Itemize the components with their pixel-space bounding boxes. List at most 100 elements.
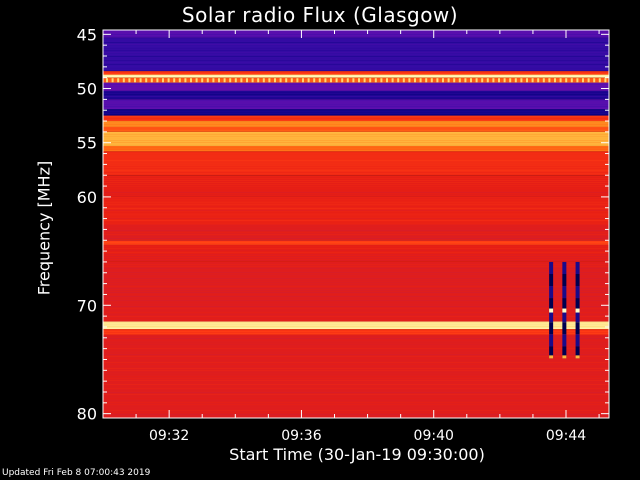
burst-segment [575,298,580,311]
texture-line [103,146,609,147]
interference-dot [184,78,187,83]
burst-hotspot [549,308,554,313]
interference-dot [156,78,159,83]
texture-line [103,174,609,175]
interference-dot [402,78,405,83]
interference-dot [330,78,332,83]
interference-dot [386,78,388,83]
texture-line [103,280,609,281]
burst-segment [575,322,580,335]
texture-line [103,184,609,185]
interference-dot [117,78,120,83]
interference-dot [442,78,444,83]
interference-dot [324,78,327,83]
interference-dot [279,78,282,83]
interference-dot [363,78,366,83]
interference-dot [369,78,372,83]
frequency-band [103,321,609,330]
plot-frame [102,29,610,419]
interference-dot [206,78,209,83]
frequency-band [103,126,609,132]
texture-line [103,322,609,323]
interference-dot [285,78,288,83]
burst-segment [562,310,567,323]
burst-segment [549,273,554,287]
interference-dot [341,78,344,83]
texture-line [103,286,609,287]
texture-line [103,404,609,405]
texture-line [103,396,609,397]
interference-dot [503,78,506,83]
texture-line [103,50,609,51]
burst-hotspot [575,308,580,313]
interference-dot [492,78,495,83]
interference-dot [520,78,523,83]
texture-line [103,384,609,385]
texture-line [103,44,609,45]
interference-dot [464,78,467,83]
x-tick-label: 09:32 [149,428,189,444]
interference-dot [604,78,607,83]
interference-dot [570,78,573,83]
interference-dot [380,78,383,83]
texture-line [103,344,609,345]
texture-line [103,276,609,277]
x-axis-label: Start Time (30-Jan-19 09:30:00) [229,445,485,464]
y-axis-label: Frequency [MHz] [34,160,54,296]
interference-dot [509,78,512,83]
texture-line [103,42,609,43]
burst-segment [562,322,567,335]
texture-line [103,78,609,79]
texture-line [103,360,609,361]
texture-line [103,372,609,373]
interference-dot [598,78,601,83]
y-tick-label: 45 [77,25,97,44]
interference-dot [554,78,556,83]
interference-dot [296,78,299,83]
texture-line [103,236,609,237]
y-tick-label: 80 [77,405,97,424]
interference-dot [408,78,411,83]
texture-line [103,252,609,253]
texture-line [103,74,609,75]
interference-dot [134,78,136,83]
texture-line [103,200,609,201]
burst-segment [562,298,567,311]
texture-line [103,122,609,123]
texture-line [103,112,609,113]
texture-line [103,218,609,219]
texture-line [103,368,609,369]
frequency-band [103,30,609,38]
texture-line [103,94,609,95]
texture-line [103,302,609,303]
burst-segment [562,334,567,347]
texture-line [103,86,609,87]
interference-dot [178,78,181,83]
texture-line [103,350,609,351]
texture-line [103,134,609,135]
texture-line [103,240,609,241]
texture-line [103,288,609,289]
texture-line [103,186,609,187]
interference-dot [526,78,528,83]
interference-dot [335,78,338,83]
interference-dot [470,78,472,83]
texture-line [103,274,609,275]
texture-line [103,198,609,199]
texture-line [103,296,609,297]
texture-line [103,266,609,267]
texture-line [103,258,609,259]
interference-dot [593,78,596,83]
texture-line [103,246,609,247]
interference-dot [218,78,220,83]
burst-tail [562,355,567,359]
texture-line [103,380,609,381]
interference-dot [481,78,484,83]
texture-line [103,156,609,157]
burst-segment [549,286,554,299]
interference-dot [240,78,243,83]
interference-dot [358,78,360,83]
texture-line [103,330,609,331]
interference-dot [458,78,461,83]
